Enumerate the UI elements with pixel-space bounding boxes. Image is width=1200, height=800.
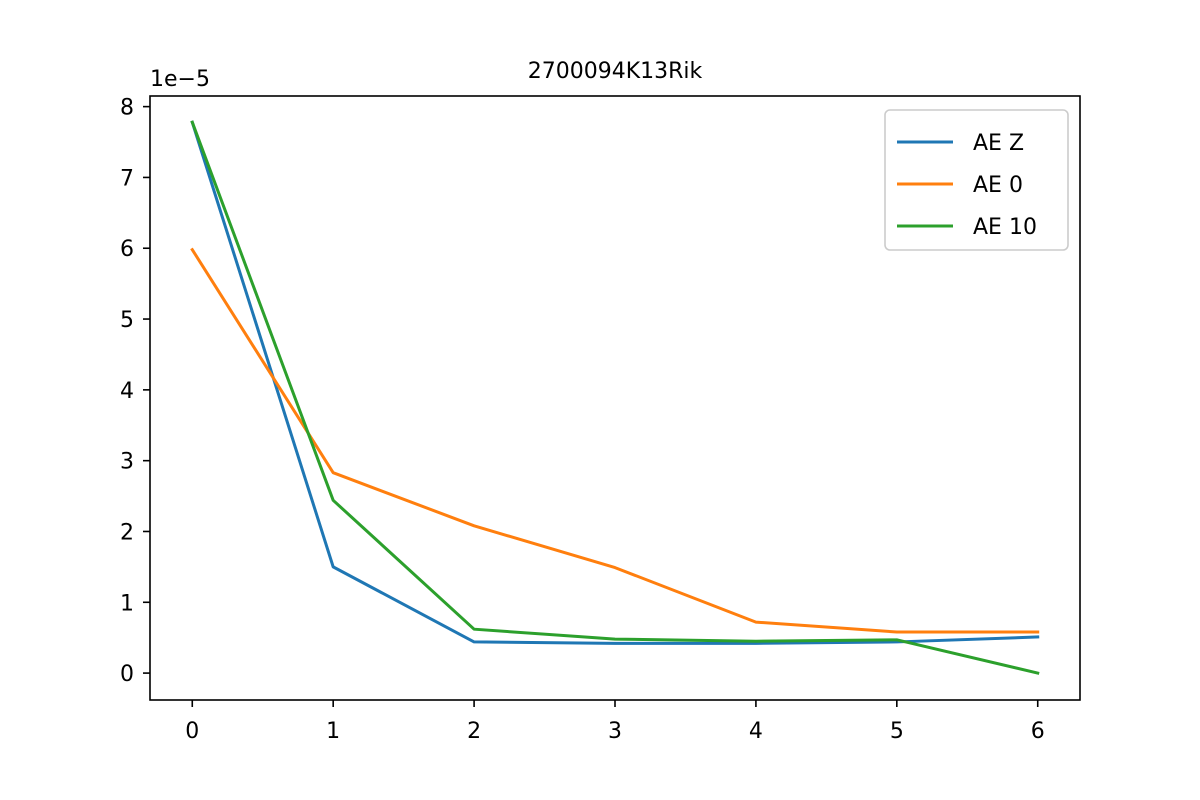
- x-tick-label: 5: [890, 719, 904, 744]
- x-tick-label: 1: [326, 719, 340, 744]
- y-tick-label: 0: [120, 662, 134, 687]
- y-tick-label: 5: [120, 308, 134, 333]
- series-line-ae-0: [190, 247, 1040, 634]
- axes-frame: [149, 95, 1081, 701]
- x-tick-label: 6: [1031, 719, 1045, 744]
- y-tick-label: 4: [120, 379, 134, 404]
- legend: AE Z AE 0 AE 10: [884, 109, 1069, 251]
- legend-label: AE Z: [973, 131, 1024, 156]
- legend-box: [884, 109, 1069, 251]
- y-offset-label: 1e−5: [150, 67, 210, 92]
- y-tick-label: 6: [120, 237, 134, 262]
- legend-label: AE 10: [973, 215, 1037, 240]
- y-tick-label: 2: [120, 520, 134, 545]
- y-tick-label: 7: [120, 166, 134, 191]
- x-tick-label: 2: [467, 719, 481, 744]
- legend-label: AE 0: [973, 173, 1023, 198]
- y-tick-label: 3: [120, 450, 134, 475]
- series-line-ae-z: [190, 120, 1040, 645]
- series-lines: [190, 120, 1040, 675]
- x-tick-label: 3: [608, 719, 622, 744]
- chart-title: 2700094K13Rik: [528, 59, 703, 84]
- y-tick-label: 1: [120, 591, 134, 616]
- y-tick-label: 8: [120, 96, 134, 121]
- series-line-ae-10: [190, 120, 1040, 675]
- x-tick-label: 0: [185, 719, 199, 744]
- x-tick-label: 4: [749, 719, 763, 744]
- axis-ticks: 0 1 2 3 4 5 6 0 1 2 3 4 5 6 7 8: [120, 96, 1045, 744]
